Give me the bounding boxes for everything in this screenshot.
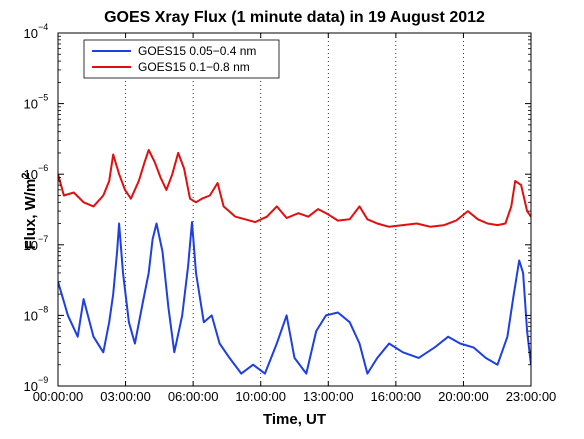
y-tick-base: 10	[24, 379, 38, 394]
legend-label-red: GOES15 0.1−0.8 nm	[138, 60, 250, 74]
series-line-blue	[58, 221, 531, 375]
x-tick-label: 03:00:00	[100, 389, 151, 404]
y-tick-label: 10 −9	[24, 375, 49, 394]
legend: GOES15 0.05−0.4 nm GOES15 0.1−0.8 nm	[83, 39, 280, 79]
y-axis-label-superscript: 2	[20, 173, 32, 179]
x-tick-label: 10:00:00	[235, 389, 286, 404]
y-tick-base: 10	[24, 167, 38, 182]
y-tick-exponent: −4	[38, 22, 48, 32]
y-tick-exponent: −9	[38, 375, 48, 385]
x-tick-label: 06:00:00	[168, 389, 219, 404]
x-axis: 00:00:00 03:00:00 06:00:00 10:00:00 13:00:00…	[33, 33, 557, 404]
x-axis-label: Time, UT	[263, 411, 326, 428]
legend-box	[83, 39, 280, 79]
series-line-red	[58, 149, 531, 228]
y-tick-exponent: −5	[38, 93, 48, 103]
y-tick-base: 10	[24, 97, 38, 112]
x-tick-label: 16:00:00	[371, 389, 422, 404]
y-tick-label: 10 −6	[24, 163, 49, 182]
y-axis-label: Flux, W/m2	[20, 173, 39, 250]
y-tick-base: 10	[24, 238, 38, 253]
legend-label-blue: GOES15 0.05−0.4 nm	[138, 44, 256, 58]
y-tick-label: 10 −7	[24, 234, 49, 253]
y-tick-exponent: −6	[38, 163, 48, 173]
vertical-grid	[125, 33, 464, 386]
chart-title: GOES Xray Flux (1 minute data) in 19 Aug…	[104, 9, 485, 26]
y-axis-label-main: Flux, W/m	[22, 179, 39, 250]
y-tick-label: 10 −4	[24, 22, 49, 41]
x-tick-label: 00:00:00	[33, 389, 84, 404]
y-tick-base: 10	[24, 308, 38, 323]
x-tick-label: 20:00:00	[438, 389, 489, 404]
y-tick-label: 10 −8	[24, 304, 49, 323]
y-tick-exponent: −8	[38, 304, 48, 314]
y-tick-base: 10	[24, 26, 38, 41]
plot-frame	[57, 32, 532, 387]
x-tick-label: 23:00:00	[506, 389, 557, 404]
x-tick-label: 13:00:00	[303, 389, 354, 404]
y-tick-exponent: −7	[38, 234, 48, 244]
y-tick-label: 10 −5	[24, 93, 49, 112]
y-axis: 10−910−810−710−610−510−4	[24, 22, 531, 394]
